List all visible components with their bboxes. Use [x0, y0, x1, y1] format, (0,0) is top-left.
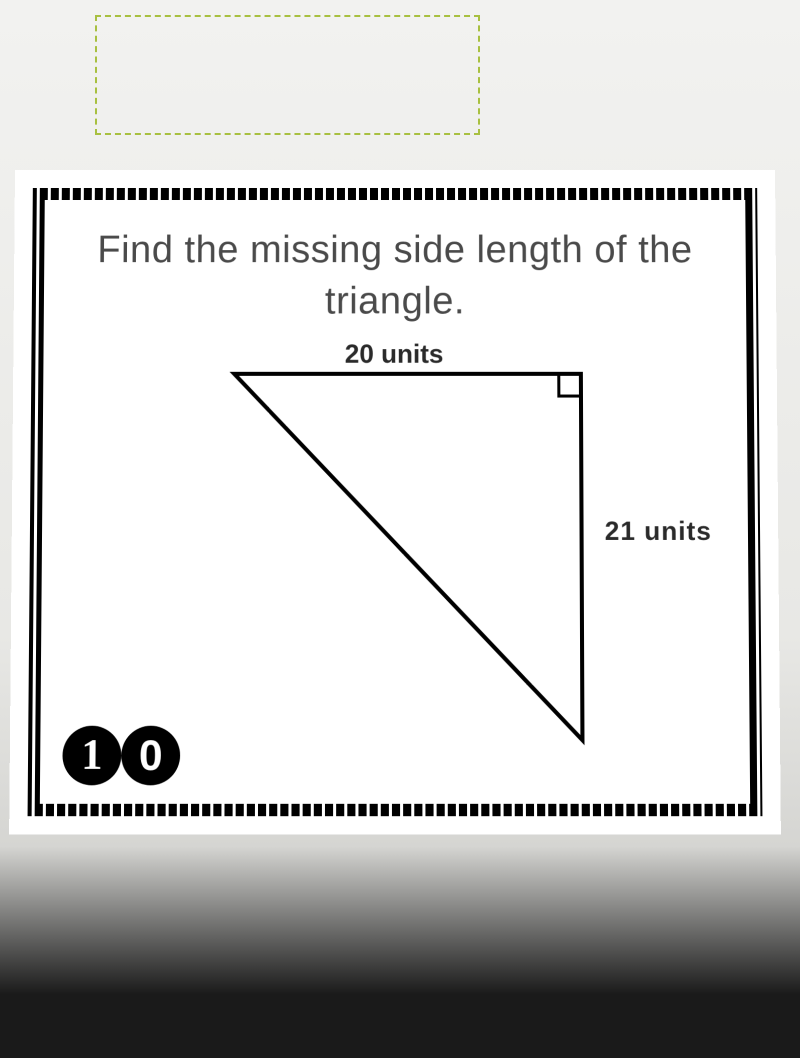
card-decorative-border: Find the missing side length of the tria…: [28, 188, 763, 816]
triangle-diagram: 20 units 21 units: [71, 343, 720, 750]
triangle-label-right: 21 units: [605, 515, 712, 547]
dashed-placeholder-box: [95, 15, 480, 135]
question-text: Find the missing side length of the tria…: [74, 225, 716, 328]
question-card: Find the missing side length of the tria…: [9, 170, 781, 835]
triangle-label-top: 20 units: [345, 338, 444, 369]
badge-digit-2: 0: [121, 726, 180, 786]
badge-digit-1: 1: [62, 726, 121, 786]
question-number-badges: 1 0: [62, 726, 180, 786]
triangle-shape: [233, 373, 583, 739]
